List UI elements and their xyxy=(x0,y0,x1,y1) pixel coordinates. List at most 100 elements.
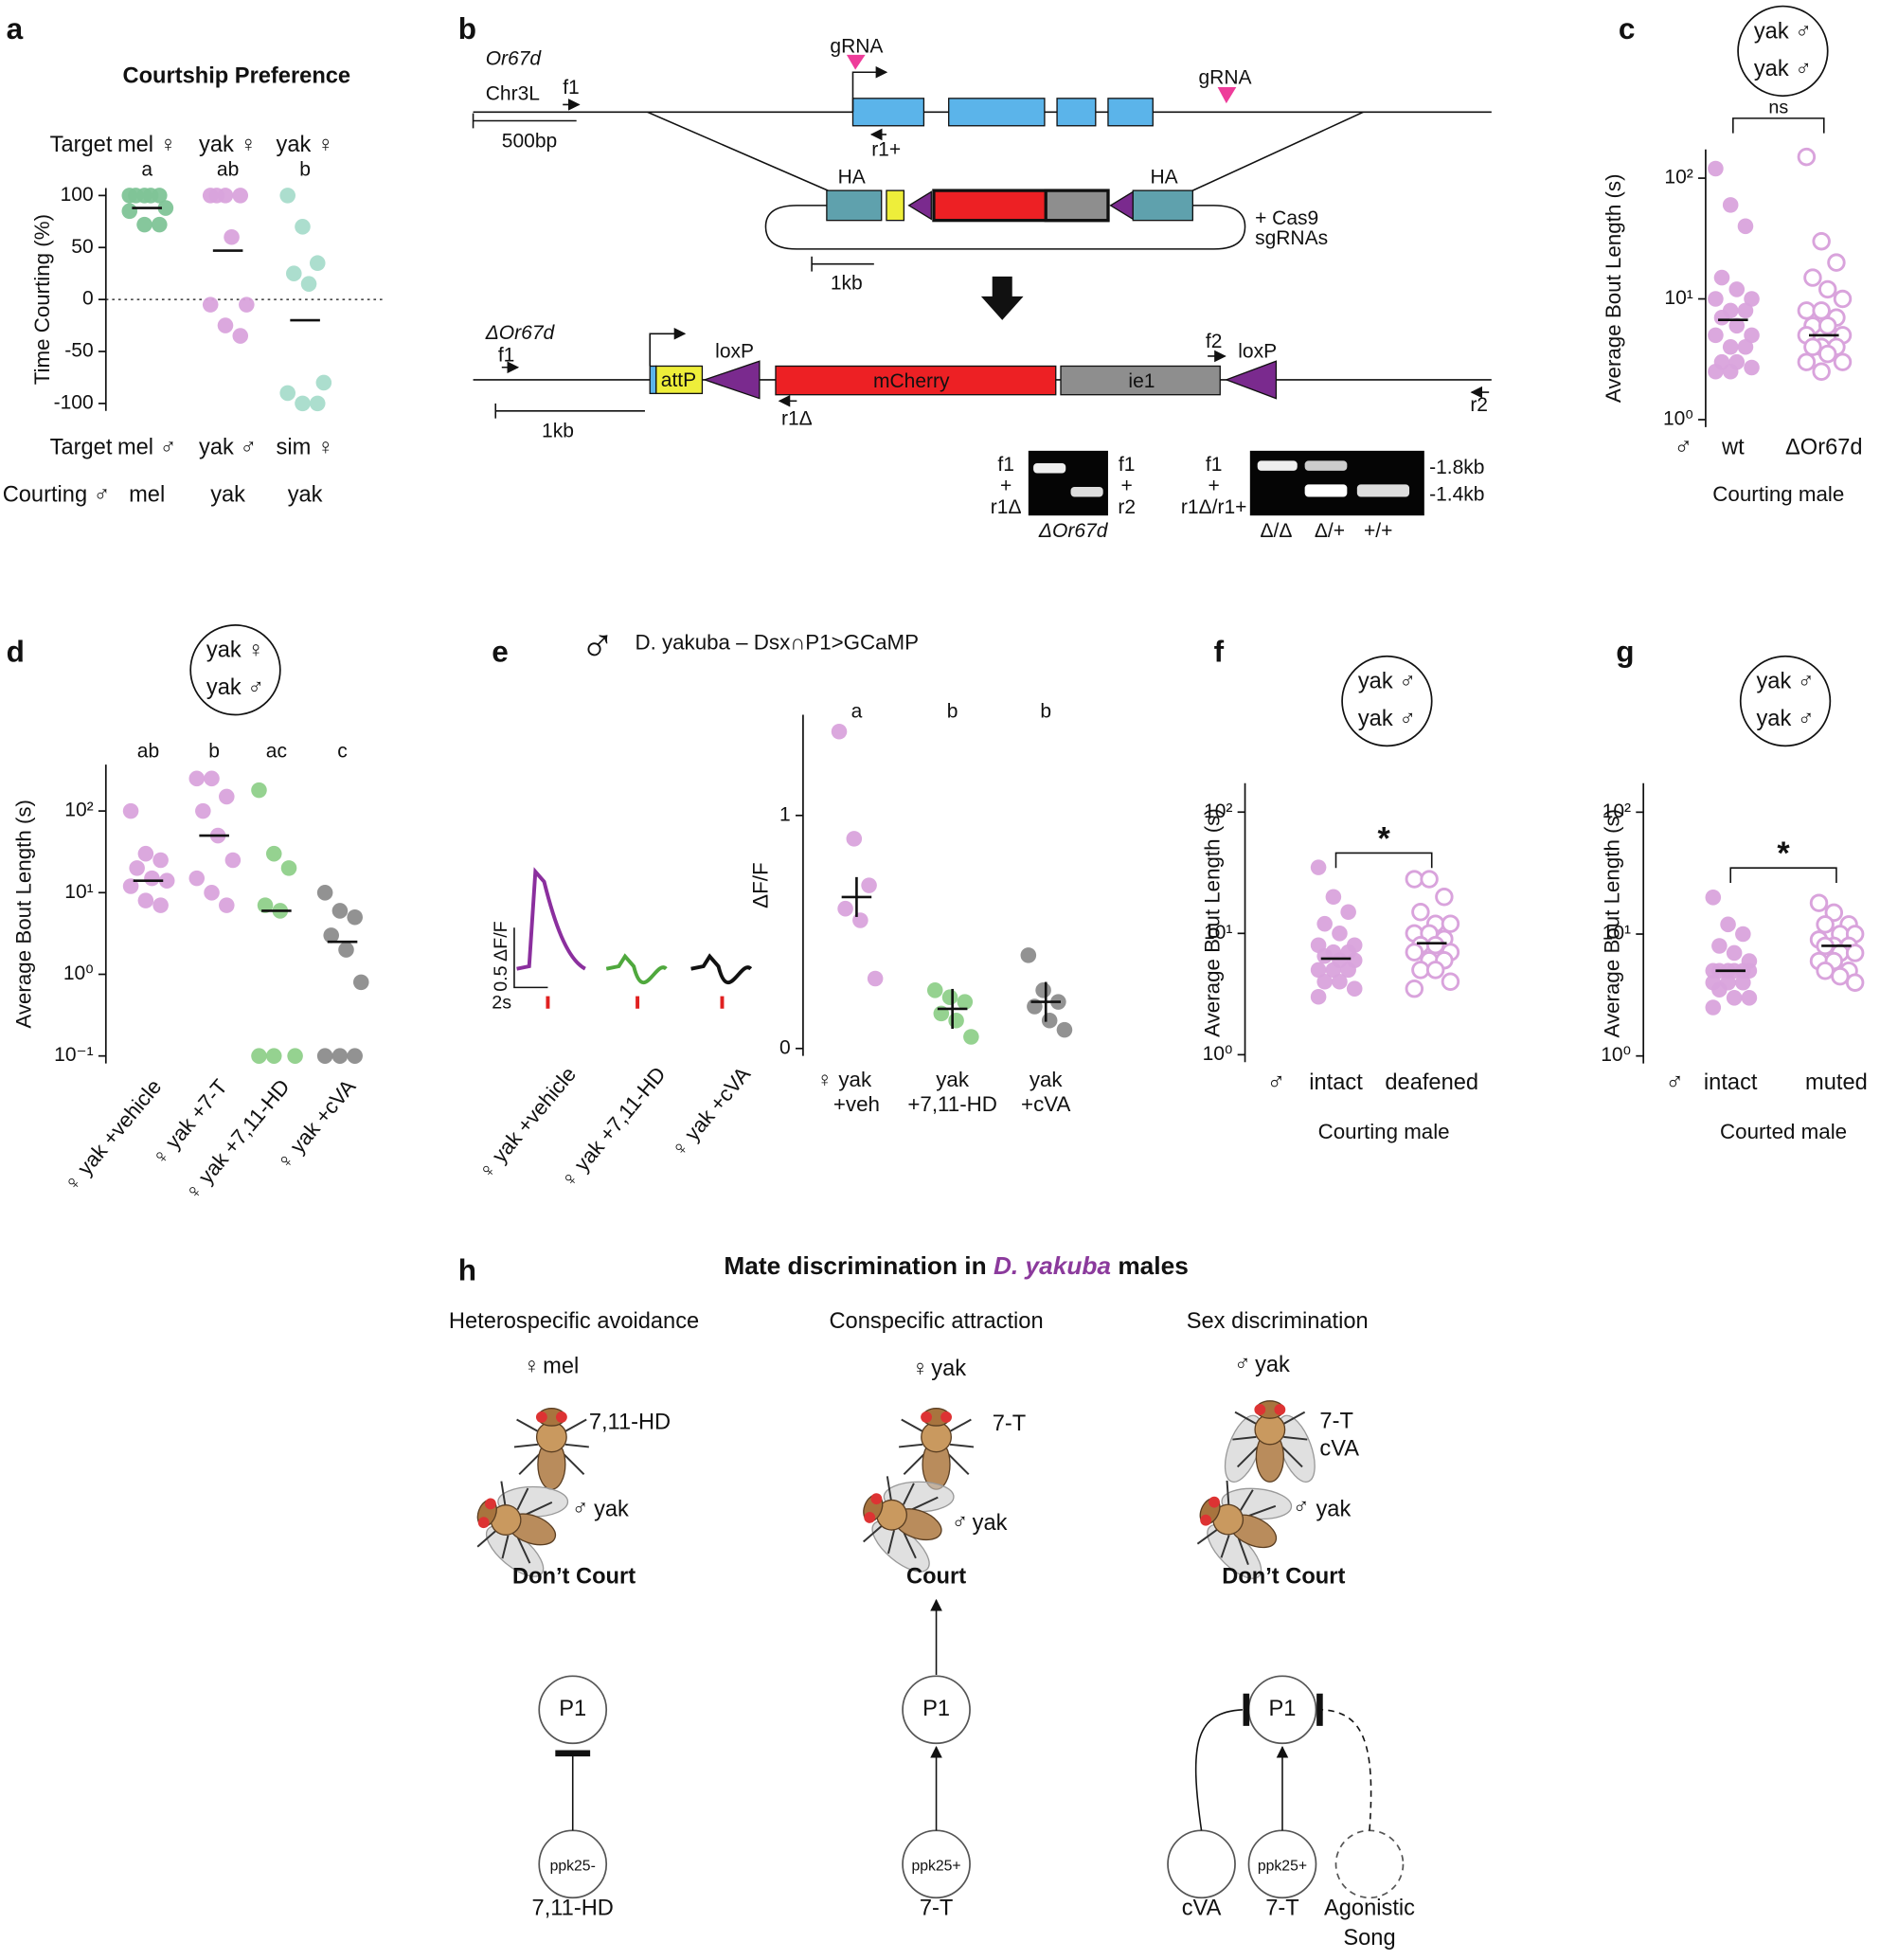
diagram-label: yak xyxy=(931,1357,966,1381)
data-point xyxy=(1737,338,1754,355)
data-point xyxy=(1726,990,1743,1006)
diagram-label: f1 xyxy=(1119,454,1136,476)
diagram-label: mel xyxy=(543,1355,579,1379)
diagram-label: Court xyxy=(906,1565,966,1590)
data-point xyxy=(142,188,159,204)
fly-leg xyxy=(1283,1435,1308,1441)
diagram-label: -1.4kb xyxy=(1429,484,1484,506)
data-point xyxy=(1316,973,1333,990)
data-point xyxy=(239,297,255,313)
y-axis-label: Average Bout Length (s) xyxy=(1602,173,1625,403)
data-point xyxy=(251,1048,267,1064)
diagram-label: f1 xyxy=(997,454,1014,476)
data-point xyxy=(1310,859,1327,875)
data-point xyxy=(1705,890,1722,906)
x-axis-label: Courted male xyxy=(1720,1120,1847,1143)
data-point xyxy=(331,903,349,919)
diagram-label: r1Δ/r1+ xyxy=(1181,496,1247,518)
data-point xyxy=(195,802,211,819)
category-label: ΔOr67d xyxy=(1785,435,1863,459)
diagram-label: r1+ xyxy=(871,139,901,161)
fly-eye xyxy=(870,1493,883,1505)
diagram-label: gRNA xyxy=(830,36,883,58)
data-point xyxy=(1803,268,1822,287)
category-label: deafened xyxy=(1385,1070,1478,1095)
diagram-label: r1Δ xyxy=(781,408,813,430)
target-label: sim ♀ xyxy=(277,435,334,459)
data-point xyxy=(309,395,326,412)
data-point xyxy=(331,1048,349,1064)
data-point xyxy=(1726,944,1743,962)
trace-label: ♀ yak +cVA xyxy=(666,1062,755,1161)
fly-thorax xyxy=(535,1421,567,1453)
significance-bracket xyxy=(1732,117,1825,134)
data-point xyxy=(347,1048,363,1064)
construct-diagram xyxy=(472,54,1492,516)
diagram-label: ♀ xyxy=(912,1357,929,1381)
title-species: D. yakuba xyxy=(994,1251,1111,1280)
diagram-label: ΔOr67d xyxy=(485,322,556,344)
y-tick-label: 10¹ xyxy=(1204,922,1232,944)
inset-circle xyxy=(1341,655,1433,747)
fly-leg xyxy=(516,1487,529,1511)
group-letter: ab xyxy=(137,741,159,763)
diagram-label: P1 xyxy=(1269,1697,1297,1721)
inset-circle xyxy=(189,624,281,716)
data-point xyxy=(316,885,333,901)
data-point xyxy=(188,770,206,787)
diagram-label: r1Δ xyxy=(991,496,1022,518)
data-point xyxy=(1705,999,1722,1016)
fly-leg xyxy=(1234,1411,1259,1426)
category-label: yak xyxy=(1030,1068,1064,1091)
data-point xyxy=(1722,338,1739,355)
y-tick-label: 50 xyxy=(71,236,93,258)
diagram-label: ΔOr67d xyxy=(1038,520,1109,542)
y-tick-label: 0 xyxy=(779,1036,791,1058)
group-letter: b xyxy=(1040,700,1051,722)
category-label: muted xyxy=(1805,1070,1868,1095)
data-point xyxy=(287,1048,303,1064)
group-letter: a xyxy=(141,159,152,181)
data-point xyxy=(152,216,168,233)
data-point xyxy=(1056,1021,1073,1038)
data-point xyxy=(1833,352,1853,371)
fly-leg xyxy=(1236,1446,1259,1468)
data-point xyxy=(1316,947,1333,964)
fly xyxy=(1196,1480,1293,1579)
sex-symbol: ♂ xyxy=(1674,432,1692,460)
data-point xyxy=(1405,943,1424,962)
data-point xyxy=(1708,291,1724,307)
fly xyxy=(863,1476,955,1573)
response-trace xyxy=(605,953,668,984)
y-tick-label: 1 xyxy=(779,803,791,825)
data-point xyxy=(1737,218,1754,235)
inset-label: yak ♂ xyxy=(1358,707,1416,731)
diagram-label: ♂ xyxy=(952,1510,969,1535)
diagram-label: + xyxy=(1000,476,1012,497)
data-point xyxy=(1425,935,1445,955)
data-point xyxy=(279,188,295,204)
fly-leg xyxy=(886,1476,893,1502)
y-tick-label: 10⁰ xyxy=(1663,408,1693,430)
data-point xyxy=(309,255,326,271)
fly-eye xyxy=(477,1517,490,1529)
diagram-label: Song xyxy=(1343,1926,1395,1951)
fly-leg xyxy=(563,1453,585,1476)
panel-letter: b xyxy=(458,11,476,45)
diagram-label: Agonistic xyxy=(1324,1896,1415,1920)
courting-label: mel xyxy=(129,482,165,507)
data-point xyxy=(232,328,249,344)
y-tick-label: 10² xyxy=(1602,800,1631,822)
group-letter: ac xyxy=(266,741,287,763)
fly-leg xyxy=(1281,1446,1303,1468)
category-label: yak xyxy=(936,1068,970,1091)
panel-h-title: Mate discrimination in D. yakuba males xyxy=(724,1251,1188,1280)
data-point xyxy=(1411,961,1430,980)
fly xyxy=(1224,1400,1316,1483)
data-point xyxy=(1035,982,1051,998)
category-label: intact xyxy=(1704,1070,1758,1095)
diagram-label: ♀ xyxy=(523,1355,540,1379)
data-point xyxy=(1816,962,1835,980)
inset-label: yak ♂ xyxy=(1754,57,1812,81)
